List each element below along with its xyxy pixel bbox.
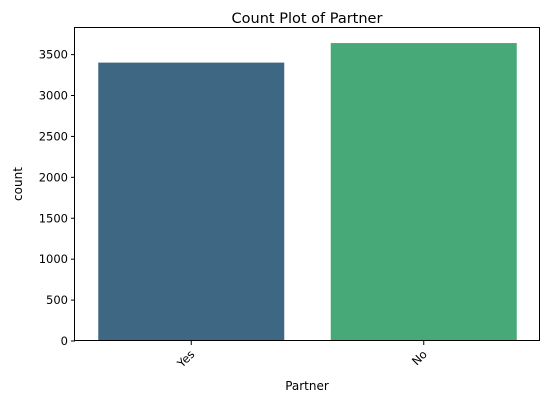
y-tick-label: 2500	[39, 129, 68, 143]
x-axis-ticks: Yes No	[174, 341, 430, 371]
y-tick-label: 500	[46, 293, 68, 307]
x-axis-label: Partner	[285, 379, 329, 393]
y-tick-label: 2000	[39, 170, 68, 184]
bar-yes	[98, 62, 285, 342]
plot-frame	[74, 27, 540, 341]
y-tick-label: 1500	[39, 211, 68, 225]
x-tick-label: No	[409, 347, 430, 368]
bars-group	[98, 43, 517, 342]
bar-no	[330, 43, 517, 341]
y-tick-label: 1000	[39, 252, 68, 266]
chart-title: Count Plot of Partner	[232, 11, 383, 27]
y-axis-ticks: 0 500 1000 1500 2000 2500 3000 3500	[39, 48, 75, 348]
y-axis-label: count	[11, 167, 25, 201]
y-tick-label: 3000	[39, 89, 68, 103]
y-tick-label: 3500	[39, 48, 68, 62]
y-tick-label: 0	[61, 334, 68, 348]
x-tick-label: Yes	[174, 347, 198, 371]
